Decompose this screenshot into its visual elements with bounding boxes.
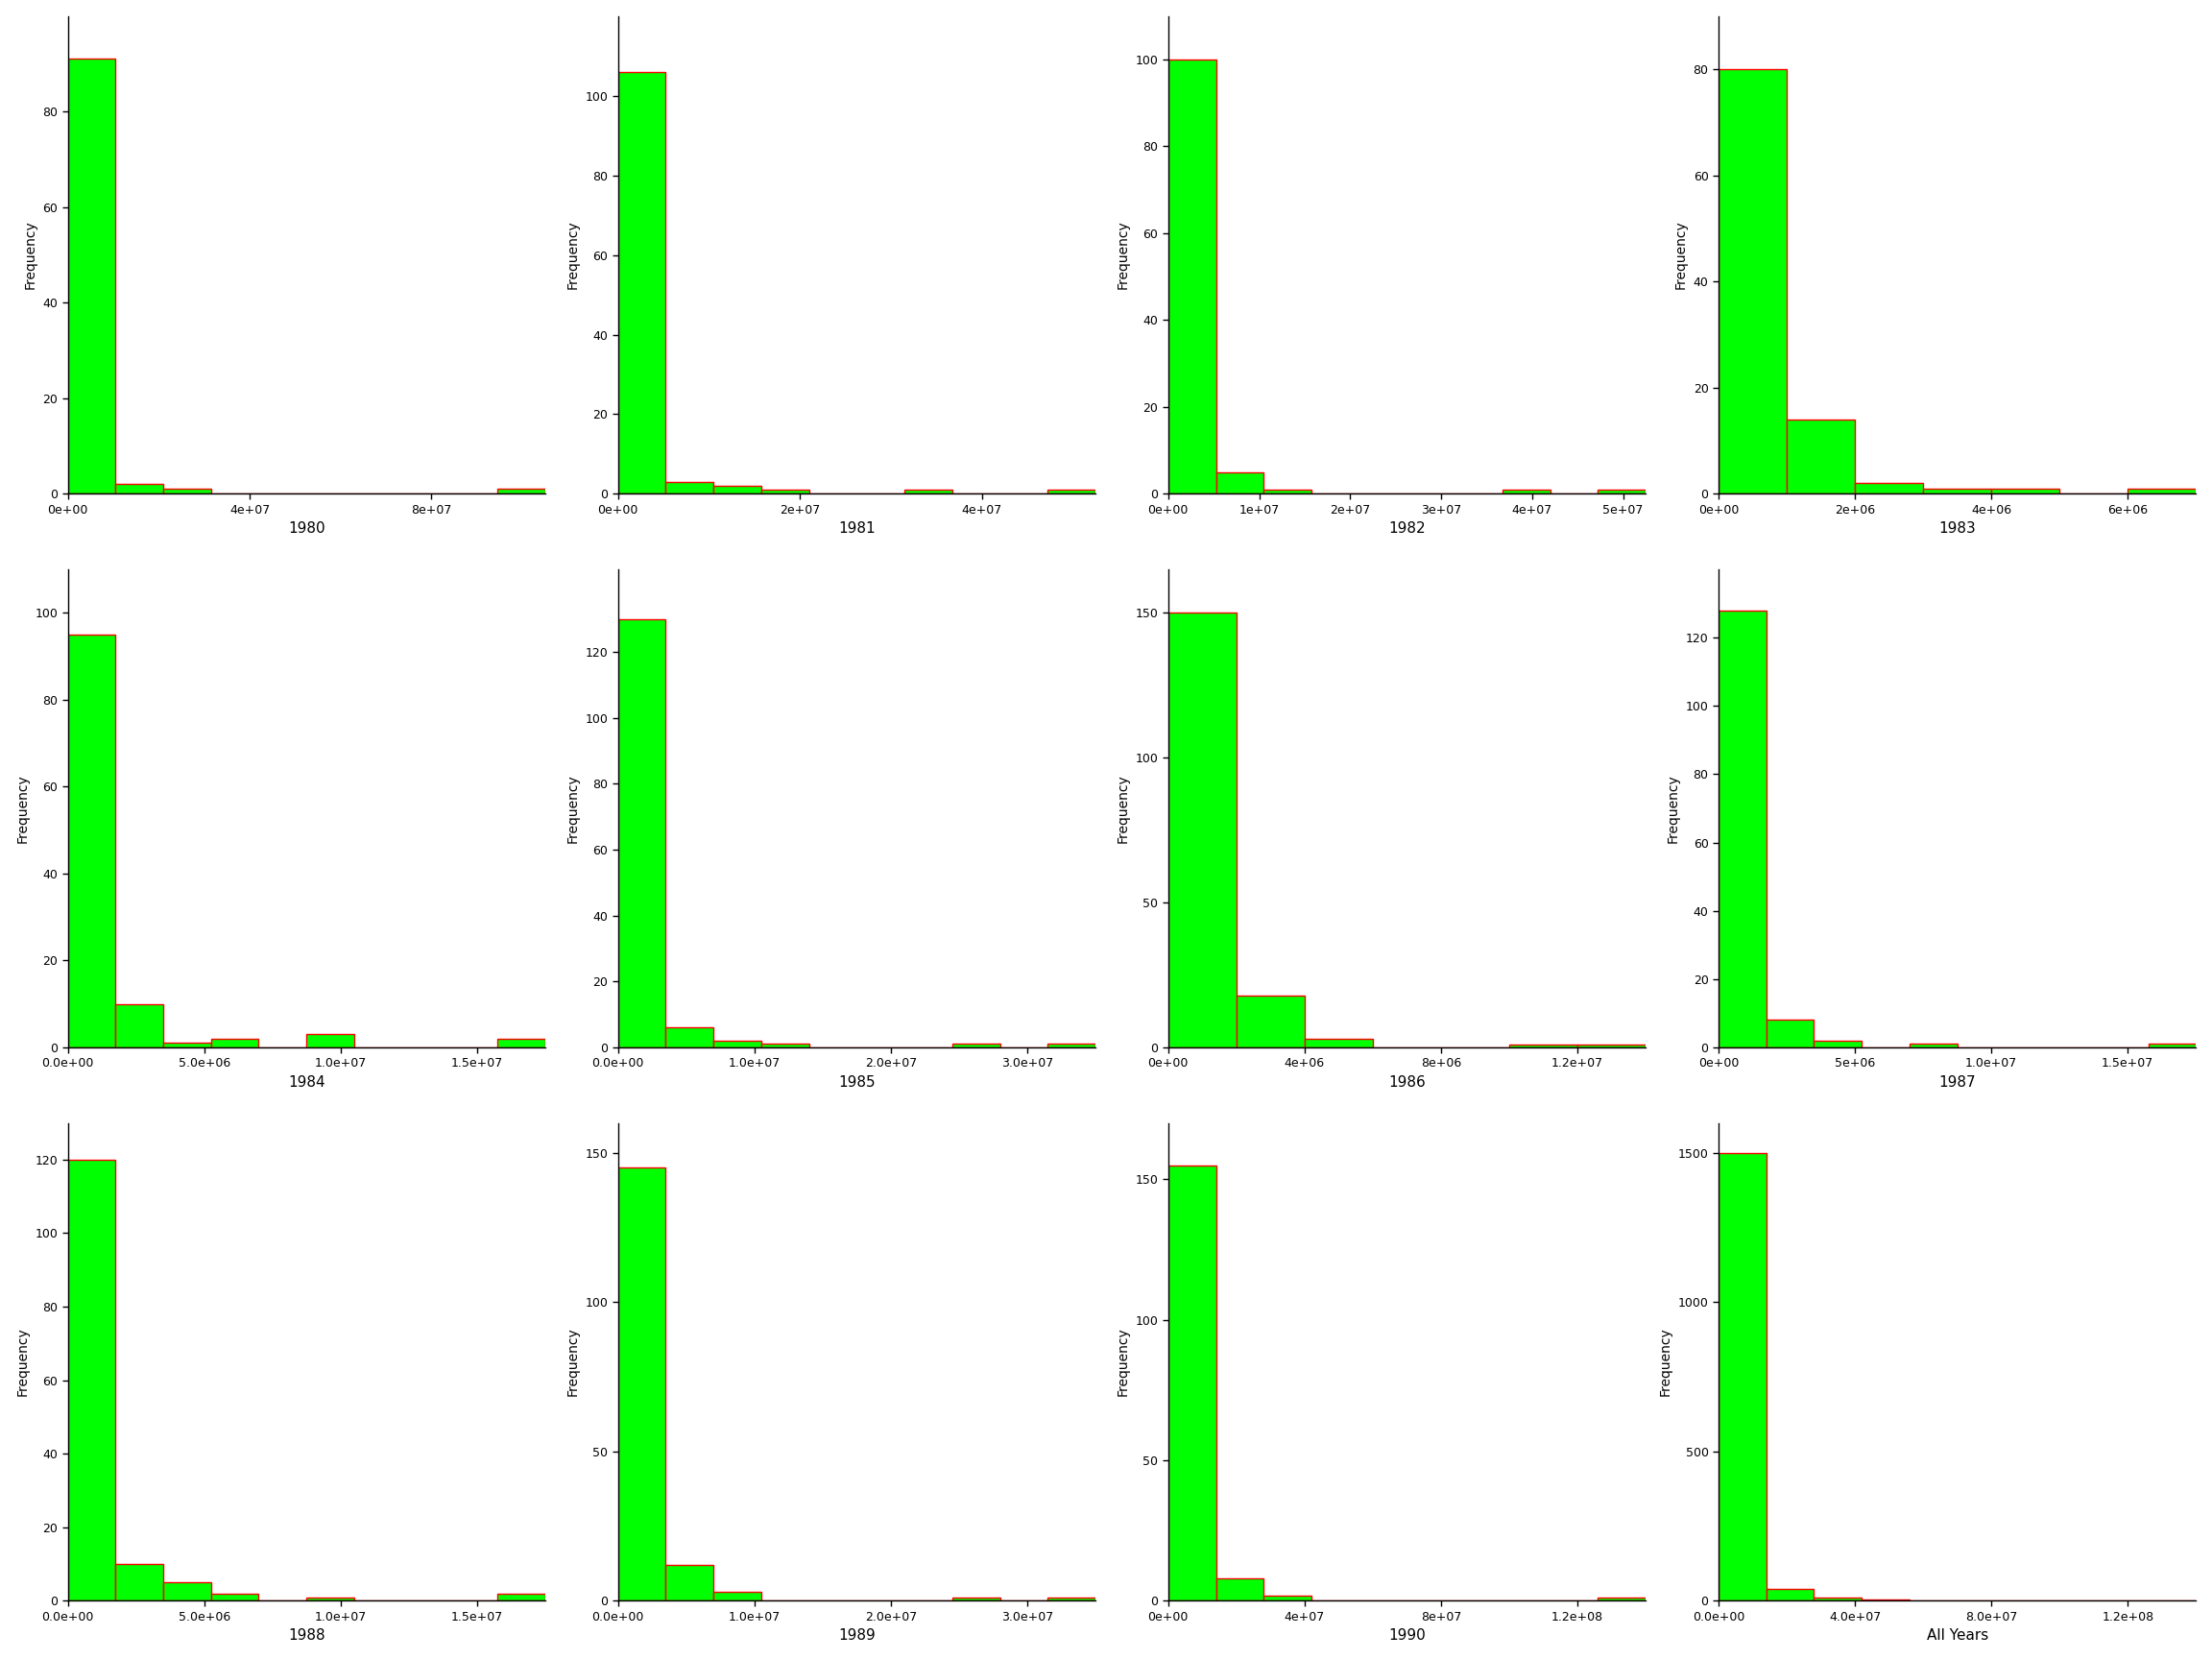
X-axis label: 1990: 1990 — [1389, 1629, 1425, 1642]
Bar — [307, 1034, 354, 1047]
Bar — [1719, 1153, 1765, 1601]
Bar — [1597, 489, 1646, 494]
Bar — [1168, 60, 1217, 494]
Bar — [666, 483, 714, 494]
X-axis label: 1981: 1981 — [838, 521, 876, 536]
Bar — [617, 1168, 666, 1601]
Bar — [498, 489, 544, 494]
Bar — [1787, 420, 1856, 494]
Bar — [714, 1040, 761, 1047]
Bar — [115, 1564, 164, 1601]
Bar — [1765, 1589, 1814, 1601]
Bar — [1909, 1044, 1958, 1047]
X-axis label: 1980: 1980 — [288, 521, 325, 536]
Bar — [714, 1593, 761, 1601]
Bar — [1217, 1578, 1263, 1601]
Bar — [164, 1044, 210, 1047]
Bar — [1814, 1598, 1863, 1601]
Bar — [1263, 489, 1312, 494]
Bar — [115, 484, 164, 494]
Bar — [1502, 489, 1551, 494]
Bar — [69, 60, 115, 494]
Bar — [498, 1593, 544, 1601]
Y-axis label: Frequency: Frequency — [1659, 1327, 1672, 1397]
Bar — [1168, 612, 1237, 1047]
Bar — [617, 71, 666, 494]
Y-axis label: Frequency: Frequency — [15, 1327, 29, 1397]
Bar — [2148, 1044, 2197, 1047]
Bar — [1168, 1165, 1217, 1601]
Bar — [1048, 1598, 1095, 1601]
Y-axis label: Frequency: Frequency — [24, 221, 38, 289]
Bar — [69, 1160, 115, 1601]
Bar — [761, 489, 810, 494]
Bar — [2128, 489, 2197, 494]
X-axis label: 1986: 1986 — [1389, 1075, 1425, 1090]
Y-axis label: Frequency: Frequency — [1117, 775, 1130, 843]
X-axis label: 1987: 1987 — [1938, 1075, 1975, 1090]
Y-axis label: Frequency: Frequency — [566, 221, 580, 289]
Bar — [210, 1593, 259, 1601]
Y-axis label: Frequency: Frequency — [566, 775, 580, 843]
X-axis label: 1989: 1989 — [838, 1629, 876, 1642]
Bar — [210, 1039, 259, 1047]
Y-axis label: Frequency: Frequency — [1117, 1327, 1130, 1397]
Bar — [1765, 1020, 1814, 1047]
Bar — [1814, 1040, 1863, 1047]
X-axis label: 1985: 1985 — [838, 1075, 876, 1090]
Bar — [1237, 995, 1305, 1047]
Bar — [1048, 1044, 1095, 1047]
Bar — [115, 1004, 164, 1047]
Bar — [951, 1598, 1000, 1601]
Bar — [1217, 473, 1263, 494]
Y-axis label: Frequency: Frequency — [1117, 221, 1130, 289]
Bar — [1719, 70, 1787, 494]
Bar — [666, 1564, 714, 1601]
Bar — [1577, 1045, 1646, 1047]
Bar — [1509, 1045, 1577, 1047]
X-axis label: 1983: 1983 — [1938, 521, 1975, 536]
Bar — [1597, 1598, 1646, 1601]
Y-axis label: Frequency: Frequency — [1668, 775, 1681, 843]
Bar — [905, 489, 951, 494]
Bar — [666, 1027, 714, 1047]
Bar — [1856, 483, 1922, 494]
Bar — [1922, 489, 1991, 494]
X-axis label: 1982: 1982 — [1389, 521, 1425, 536]
Bar — [761, 1044, 810, 1047]
Bar — [951, 1044, 1000, 1047]
Bar — [69, 635, 115, 1047]
Bar — [307, 1598, 354, 1601]
Bar — [1305, 1039, 1374, 1047]
Y-axis label: Frequency: Frequency — [1674, 221, 1688, 289]
Y-axis label: Frequency: Frequency — [15, 775, 29, 843]
Bar — [164, 1583, 210, 1601]
Bar — [498, 1039, 544, 1047]
Bar — [1719, 611, 1765, 1047]
Bar — [714, 486, 761, 494]
Bar — [617, 619, 666, 1047]
Bar — [1263, 1596, 1312, 1601]
X-axis label: 1988: 1988 — [288, 1629, 325, 1642]
Bar — [1991, 489, 2059, 494]
X-axis label: All Years: All Years — [1927, 1629, 1989, 1642]
Y-axis label: Frequency: Frequency — [566, 1327, 580, 1397]
Bar — [164, 489, 210, 494]
X-axis label: 1984: 1984 — [288, 1075, 325, 1090]
Bar — [1048, 489, 1095, 494]
